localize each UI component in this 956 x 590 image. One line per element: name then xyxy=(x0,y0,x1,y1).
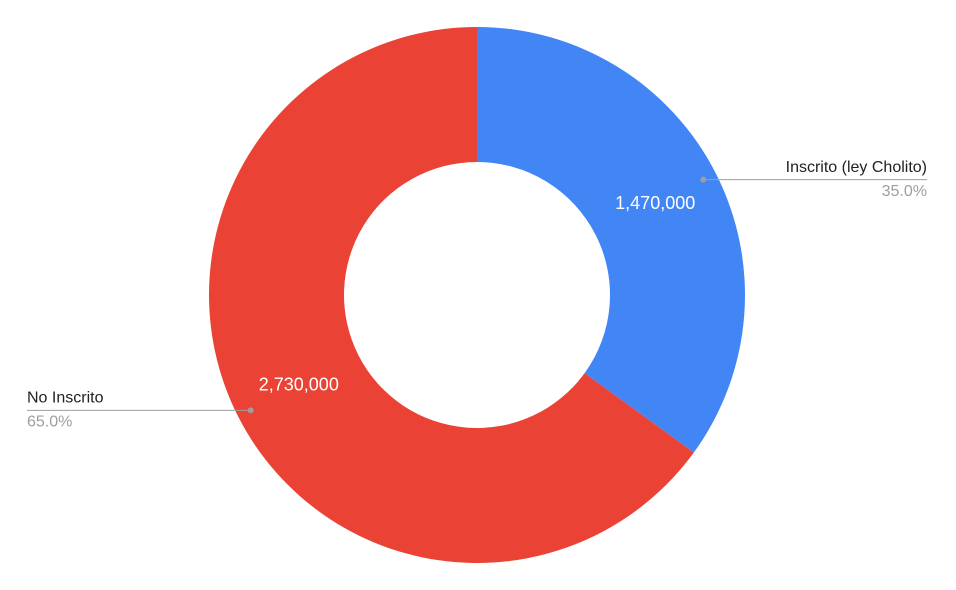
slice xyxy=(208,27,694,563)
category-label: Inscrito (ley Cholito) xyxy=(786,159,927,176)
value-label: 1,470,000 xyxy=(615,193,695,213)
category-label: No Inscrito xyxy=(27,390,104,407)
percent-label: 35.0% xyxy=(882,183,927,200)
slice xyxy=(477,27,745,453)
leader-dot xyxy=(700,176,707,183)
leader-dot xyxy=(247,407,254,414)
value-label: 2,730,000 xyxy=(259,375,339,395)
percent-label: 65.0% xyxy=(27,414,72,431)
